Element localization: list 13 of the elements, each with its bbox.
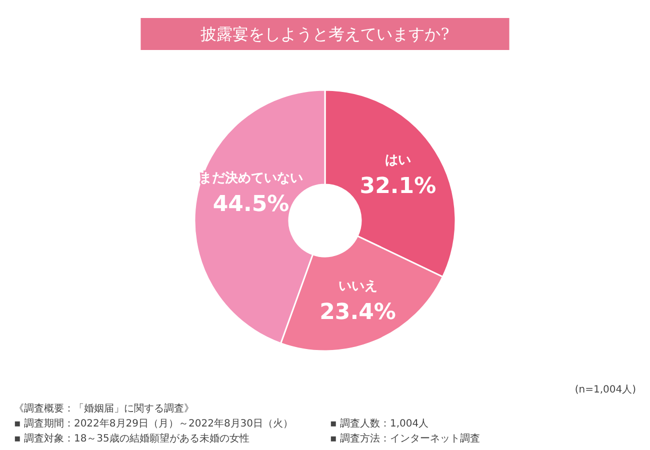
chart-title: 披露宴をしようと考えていますか? [200, 24, 450, 44]
text: (n=1,004人) [574, 384, 636, 396]
text: ▪ 調査対象：18～35歳の結婚願望がある未婚の女性 [14, 432, 250, 444]
data-label: 44.5% [212, 192, 290, 218]
slice-label: はい [384, 153, 411, 168]
slice-label: いいえ [338, 278, 378, 294]
text: ▪ 調査期間：2022年8月29日（月）～2022年8月30日（火） [14, 418, 294, 430]
text: ▪ 調査人数：1,004人 [330, 418, 429, 430]
text: 《調査概要：「婚姻届」に関する調査》 [14, 402, 194, 414]
text: ▪ 調査方法：インターネット調査 [330, 432, 480, 444]
data-label: 32.1% [360, 174, 436, 200]
slice-label: まだ決めていない [199, 171, 304, 186]
data-label: 23.4% [320, 300, 396, 325]
